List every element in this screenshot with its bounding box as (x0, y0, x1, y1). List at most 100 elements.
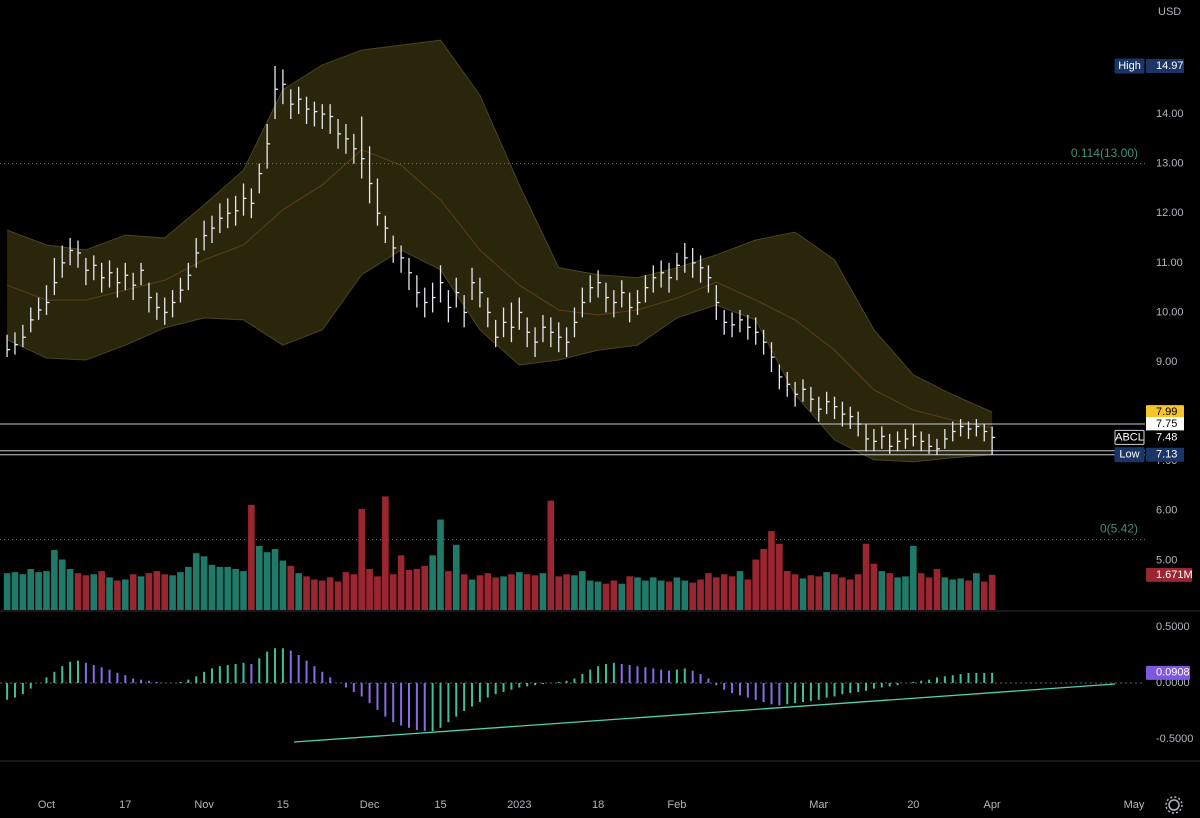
macd-bar (486, 683, 489, 698)
x-tick-label: 18 (592, 799, 604, 811)
macd-bar (872, 683, 875, 689)
gear-teeth[interactable] (1165, 796, 1183, 814)
macd-bar (589, 669, 592, 684)
macd-bar (439, 683, 442, 728)
volume-bar (933, 568, 941, 610)
macd-bar (794, 683, 797, 704)
macd-bar (45, 677, 48, 684)
y-tick-label: 11.00 (1156, 257, 1183, 269)
macd-bar (360, 683, 363, 697)
macd-bar (478, 683, 481, 703)
macd-bar (266, 651, 269, 684)
volume-bar (854, 574, 862, 610)
macd-bar (604, 663, 607, 684)
macd-bar (581, 674, 584, 684)
macd-bar (510, 683, 513, 690)
price-label-name-box (1114, 429, 1145, 445)
macd-bar (77, 660, 80, 684)
volume-bar (437, 519, 444, 610)
volume-bar (445, 571, 452, 610)
macd-bar (100, 667, 103, 684)
macd-bar (187, 679, 190, 684)
price-label-value: 7.99 (1156, 406, 1177, 418)
price-label-name: Low (1119, 449, 1139, 461)
macd-bar (920, 680, 923, 684)
volume-bar (894, 577, 901, 610)
price-label-name-box (1114, 447, 1145, 463)
y-tick-label: 12.00 (1156, 207, 1184, 219)
macd-bar (865, 683, 868, 691)
volume-bar (397, 555, 405, 610)
macd-bar (683, 668, 686, 684)
gear[interactable] (1168, 799, 1180, 811)
macd-bar (715, 683, 718, 686)
volume-bar (200, 556, 208, 610)
price-label-name: High (1118, 60, 1141, 72)
volume-bar (153, 571, 161, 610)
volume-bar (255, 545, 263, 610)
volume-bar (319, 580, 326, 610)
volume-bar (311, 579, 318, 610)
volume-bar (263, 552, 271, 610)
volume-bar (129, 574, 137, 610)
volume-bar (586, 580, 594, 610)
volume-bar (768, 531, 775, 610)
macd-bar (786, 683, 789, 705)
price-label-box (1146, 58, 1184, 73)
volume-bar (799, 578, 807, 610)
volume-bar (169, 575, 176, 610)
volume-bar (3, 573, 11, 610)
volume-bar (523, 574, 531, 610)
volume-bar (618, 583, 626, 610)
volume-bar (271, 549, 279, 610)
volume-bar (192, 553, 200, 610)
macd-bar (738, 683, 741, 696)
macd-bar (849, 683, 852, 694)
macd-bar (494, 683, 497, 695)
macd-bar (447, 683, 450, 723)
volume-bar (287, 565, 295, 610)
settings-icon[interactable] (1165, 796, 1183, 814)
volume-bar (649, 577, 657, 610)
volume-bar (807, 575, 815, 610)
volume-bar (815, 576, 823, 610)
volume-bar (705, 573, 712, 610)
volume-bar (516, 572, 523, 610)
macd-bar (526, 683, 529, 687)
y-tick-label: 5.00 (1156, 554, 1177, 566)
volume-bar (917, 573, 925, 610)
macd-bar (84, 662, 87, 684)
volume-bar (295, 573, 302, 610)
volume-bar (910, 545, 917, 610)
volume-bar (886, 573, 893, 610)
band-lower (6, 249, 993, 463)
macd-bar (896, 683, 899, 686)
macd-bar (612, 662, 615, 684)
x-tick-label: Feb (667, 799, 686, 811)
volume-bar (957, 578, 964, 610)
volume-bar (547, 500, 555, 610)
volume-bar (980, 581, 988, 610)
volume-bar (988, 574, 996, 610)
volume-bar (374, 576, 381, 610)
macd-bar (471, 683, 474, 707)
macd-bar (518, 683, 521, 688)
volume-bar (941, 577, 949, 610)
macd-bar (652, 668, 655, 684)
x-tick-label: 15 (277, 799, 289, 811)
volume-bar (216, 566, 224, 610)
macd-bar (935, 677, 938, 684)
volume-bar (665, 581, 673, 610)
volume-bar (571, 575, 578, 610)
volume-bar (610, 580, 618, 610)
volume-bar (389, 574, 397, 610)
volume-bar (208, 564, 216, 610)
macd-bar (132, 678, 135, 684)
macd-bar (967, 672, 970, 684)
macd-bar (321, 671, 324, 684)
volume-bar (145, 573, 153, 610)
macd-label-box (1146, 665, 1190, 680)
macd-bar (628, 665, 631, 684)
macd-bar (13, 683, 16, 698)
x-tick-label: 20 (907, 799, 919, 811)
